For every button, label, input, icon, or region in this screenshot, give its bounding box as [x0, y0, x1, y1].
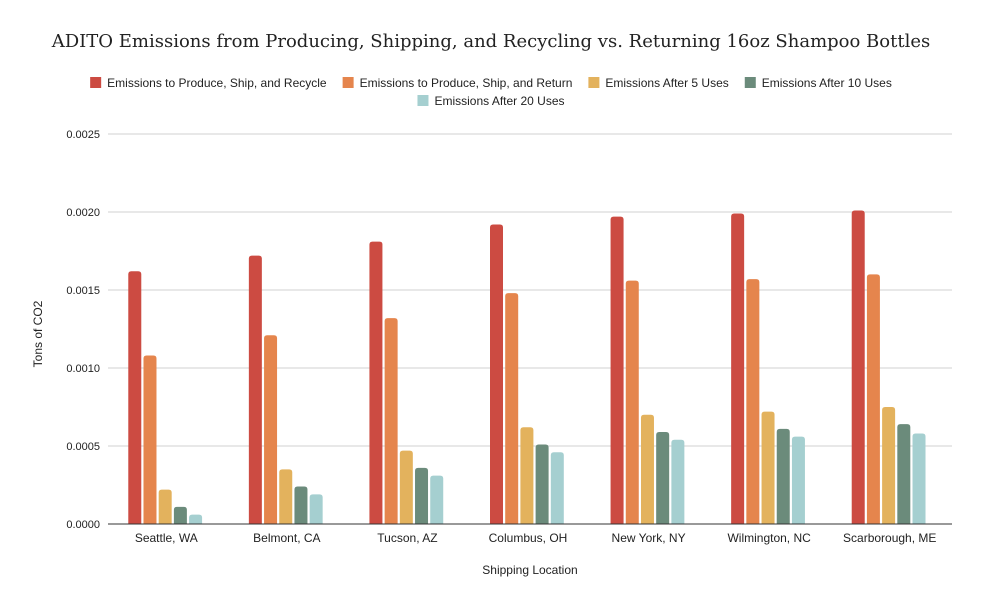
bar [791, 436, 805, 524]
x-tick-label: Scarborough, ME [843, 531, 936, 545]
legend: Emissions to Produce, Ship, and Recycle E… [90, 76, 892, 108]
bar [851, 210, 865, 524]
legend-label: Emissions to Produce, Ship, and Return [360, 76, 573, 90]
y-tick-label: 0.0015 [66, 285, 100, 297]
bar [912, 433, 926, 524]
x-tick-label: Wilmington, NC [727, 531, 811, 545]
bar [369, 241, 383, 524]
bar [671, 439, 685, 524]
bar [128, 271, 142, 524]
bar [505, 293, 519, 524]
bar [279, 469, 293, 524]
legend-swatch [417, 95, 429, 106]
bar [430, 475, 444, 524]
y-tick-label: 0.0020 [66, 207, 100, 219]
bar [610, 216, 624, 524]
bar [248, 255, 262, 524]
x-tick-label: Belmont, CA [253, 531, 320, 545]
y-tick-label: 0.0005 [66, 441, 100, 453]
y-axis-ticks: 0.0000 0.0005 0.0010 0.0015 0.0020 0.0025 [66, 129, 100, 531]
bar [731, 213, 745, 524]
legend-label: Emissions After 5 Uses [605, 76, 728, 90]
x-tick-label: Seattle, WA [135, 531, 198, 545]
bar [384, 318, 398, 524]
bar [640, 414, 654, 524]
bar [173, 506, 187, 524]
bar [897, 424, 911, 524]
legend-swatch [588, 77, 600, 88]
bar [625, 280, 639, 524]
bar [415, 467, 429, 524]
bars [128, 210, 926, 525]
legend-swatch [342, 77, 354, 88]
bar [882, 407, 896, 524]
x-tick-label: Tucson, AZ [377, 531, 437, 545]
chart-title: ADITO Emissions from Producing, Shipping… [51, 31, 931, 52]
legend-swatch [744, 77, 756, 88]
bar [158, 489, 172, 524]
bar [309, 494, 323, 524]
bar [520, 427, 534, 524]
y-tick-label: 0.0025 [66, 129, 100, 141]
bar [866, 274, 880, 524]
legend-label: Emissions to Produce, Ship, and Recycle [107, 76, 327, 90]
y-tick-label: 0.0000 [66, 519, 100, 531]
bar [761, 411, 775, 524]
bar [264, 335, 278, 524]
bar [550, 452, 564, 524]
bar [776, 428, 790, 524]
x-tick-label: Columbus, OH [489, 531, 568, 545]
x-axis-label: Shipping Location [482, 563, 577, 577]
bar [656, 431, 670, 524]
bar [294, 486, 308, 524]
bar [189, 514, 203, 524]
bar [143, 355, 157, 524]
x-axis-ticks: Seattle, WA Belmont, CA Tucson, AZ Columbus… [135, 531, 937, 545]
bar [399, 450, 413, 524]
legend-label: Emissions After 20 Uses [434, 94, 564, 108]
y-tick-label: 0.0010 [66, 363, 100, 375]
legend-swatch [90, 77, 102, 88]
bar [535, 444, 549, 524]
y-axis-label: Tons of CO2 [31, 300, 45, 367]
bar [746, 279, 760, 524]
gridlines [108, 133, 952, 447]
bar [490, 224, 503, 525]
x-tick-label: New York, NY [612, 531, 686, 545]
legend-label: Emissions After 10 Uses [762, 76, 892, 90]
